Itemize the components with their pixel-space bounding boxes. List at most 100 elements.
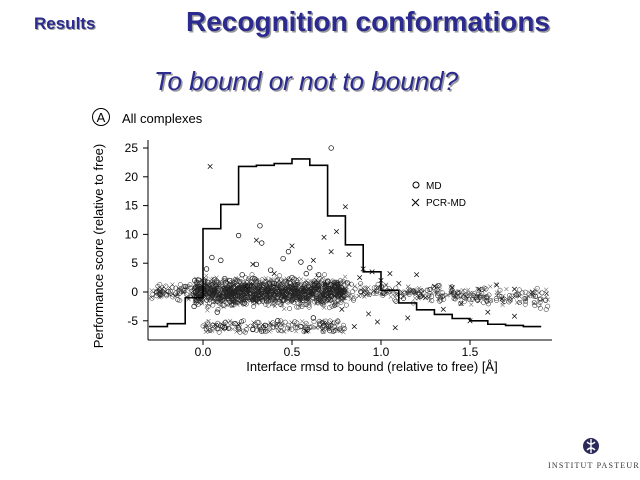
cloud-point-pcrmd (190, 289, 196, 294)
cloud-point-pcrmd (374, 285, 379, 290)
cloud-point-md (311, 319, 317, 325)
point-md (239, 272, 245, 278)
y-tick-label: 5 (131, 256, 138, 270)
cloud-point-md (275, 327, 281, 333)
cloud-point-pcrmd (224, 295, 229, 300)
cloud-point-md (497, 287, 503, 293)
cloud-point-md (238, 283, 244, 289)
cloud-point-pcrmd (468, 290, 473, 296)
cloud-point-pcrmd (304, 281, 309, 286)
cloud-point-md (295, 325, 301, 331)
cloud-point-md (280, 297, 286, 303)
cloud-point-pcrmd (435, 296, 441, 302)
cloud-point-md (358, 281, 364, 286)
point-pcrmd (458, 300, 464, 307)
cloud-point-md (271, 301, 277, 307)
x-tick-label: 0.5 (284, 345, 301, 359)
cloud-point-md (509, 293, 515, 299)
cloud-point-pcrmd (329, 320, 334, 325)
cloud-point-md (531, 300, 537, 305)
cloud-point-pcrmd (247, 276, 252, 282)
cloud-point-pcrmd (321, 293, 326, 299)
point-md (280, 255, 286, 262)
cloud-point-md (320, 329, 326, 334)
cloud-point-pcrmd (314, 273, 319, 278)
cloud-point-pcrmd (488, 284, 493, 289)
cloud-point-pcrmd (194, 276, 199, 281)
cloud-point-md (270, 284, 276, 290)
cloud-point-md (534, 285, 540, 291)
cloud-point-md (449, 284, 455, 290)
cloud-point-pcrmd (517, 294, 522, 299)
point-md (271, 280, 277, 287)
cloud-point-md (243, 275, 249, 281)
cloud-point-pcrmd (405, 284, 411, 289)
cloud-point-md (302, 292, 308, 298)
cloud-point-pcrmd (287, 327, 292, 333)
cloud-point-pcrmd (216, 283, 221, 288)
cloud-point-md (438, 297, 444, 303)
cloud-point-pcrmd (194, 280, 200, 285)
cloud-point-md (253, 277, 259, 283)
cloud-point-md (306, 304, 312, 310)
cloud-point-md (223, 280, 229, 286)
cloud-point-md (502, 299, 507, 304)
cloud-point-md (232, 277, 238, 282)
cloud-point-pcrmd (202, 324, 207, 329)
cloud-point-md (264, 298, 269, 304)
cloud-point-md (310, 293, 316, 298)
cloud-point-md (278, 302, 284, 308)
cloud-point-pcrmd (210, 296, 216, 301)
cloud-point-pcrmd (474, 293, 480, 298)
cloud-point-md (351, 297, 356, 303)
cloud-point-md (458, 300, 464, 306)
cloud-point-md (317, 320, 323, 326)
cloud-point-md (218, 323, 224, 328)
cloud-point-md (259, 289, 265, 295)
point-pcrmd (374, 319, 380, 325)
cloud-point-pcrmd (192, 300, 198, 305)
cloud-point-pcrmd (317, 325, 322, 330)
cloud-point-pcrmd (460, 287, 465, 293)
cloud-point-md (532, 303, 538, 309)
cloud-point-md (167, 288, 173, 294)
point-pcrmd (303, 328, 309, 334)
cloud-point-md (257, 283, 262, 288)
cloud-point-md (278, 277, 284, 283)
legend-pcrmd-label: PCR-MD (426, 198, 466, 209)
cloud-point-md (223, 319, 228, 325)
cloud-point-pcrmd (250, 323, 255, 328)
cloud-point-pcrmd (247, 287, 252, 292)
cloud-point-md (436, 282, 442, 288)
cloud-point-md (507, 297, 513, 303)
cloud-point-pcrmd (514, 300, 520, 305)
cloud-point-pcrmd (313, 277, 319, 283)
cloud-point-pcrmd (297, 296, 302, 301)
y-axis-label: Performance score (relative to free) (91, 144, 106, 348)
cloud-point-md (238, 285, 244, 291)
cloud-point-md (507, 292, 512, 298)
cloud-point-md (275, 277, 281, 283)
cloud-point-md (235, 283, 241, 289)
cloud-point-md (451, 296, 457, 302)
cloud-point-md (195, 277, 201, 283)
point-pcrmd (511, 286, 518, 292)
cloud-point-md (198, 299, 204, 305)
cloud-point-md (536, 302, 542, 308)
cloud-point-md (303, 302, 309, 307)
cloud-point-md (239, 296, 245, 302)
point-cloud (149, 272, 551, 335)
cloud-point-md (205, 304, 211, 309)
y-tick-label: 0 (131, 285, 138, 299)
cloud-point-pcrmd (358, 287, 363, 293)
cloud-point-pcrmd (303, 322, 308, 327)
cloud-point-md (471, 293, 477, 299)
cloud-point-md (331, 280, 337, 286)
cloud-point-md (513, 292, 519, 298)
cloud-point-pcrmd (298, 277, 304, 282)
point-md (328, 145, 334, 151)
cloud-point-md (191, 278, 197, 284)
cloud-point-md (265, 288, 271, 293)
legend-pcrmd-marker (411, 198, 420, 207)
cloud-point-pcrmd (508, 298, 513, 303)
